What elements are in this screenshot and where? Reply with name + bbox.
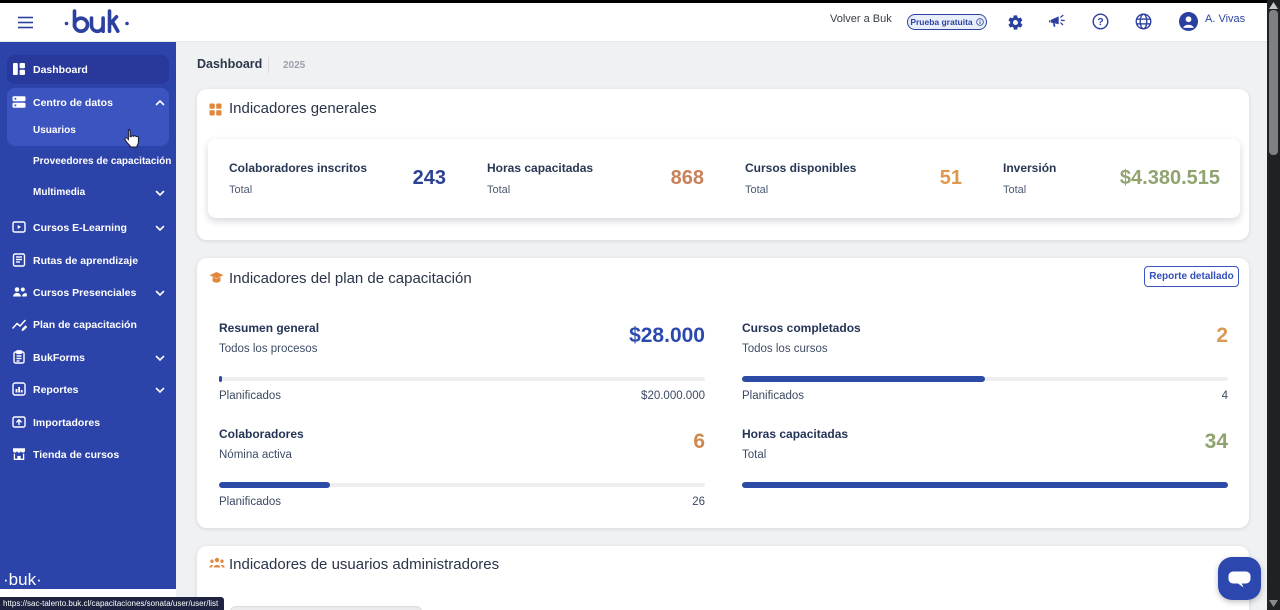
- svg-text:?: ?: [1097, 17, 1103, 28]
